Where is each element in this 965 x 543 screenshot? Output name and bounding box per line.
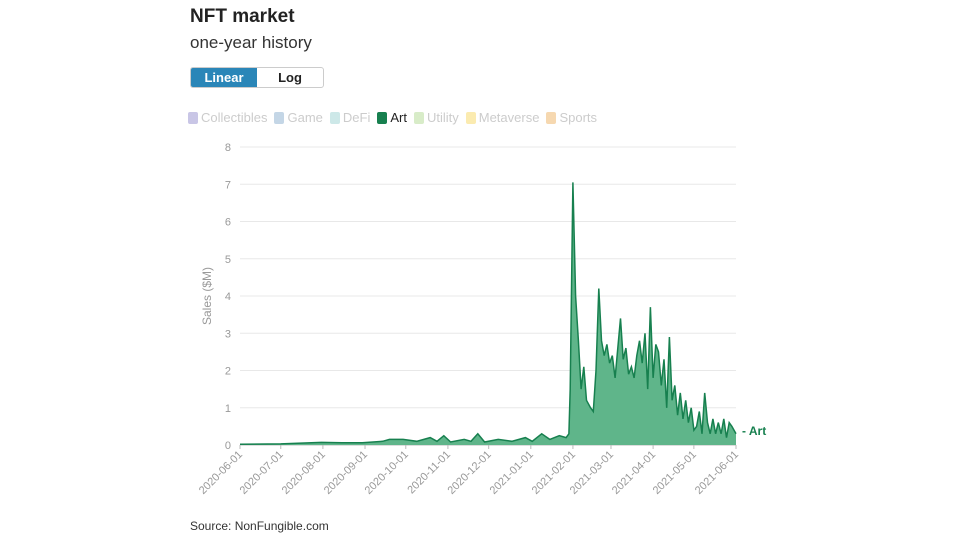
- y-tick-label: 4: [225, 291, 231, 303]
- legend-label: DeFi: [342, 110, 371, 125]
- legend-swatch: [274, 111, 285, 124]
- source-note: Source: NonFungible.com: [190, 519, 329, 533]
- legend-item-utility[interactable]: Utility: [413, 110, 459, 125]
- y-tick-label: 2: [225, 366, 231, 378]
- y-axis-label: Sales ($M): [200, 267, 214, 325]
- legend-item-art[interactable]: Art: [377, 110, 407, 125]
- chart-subtitle: one-year history: [190, 33, 312, 52]
- legend-label: Sports: [559, 110, 598, 125]
- y-tick-label: 8: [225, 142, 231, 154]
- art-area: [240, 182, 736, 445]
- linear-button[interactable]: Linear: [191, 68, 257, 87]
- x-tick-label: 2020-10-01: [363, 449, 411, 497]
- y-tick-label: 6: [225, 217, 231, 229]
- legend-swatch: [413, 111, 424, 124]
- scale-toggle: Linear Log: [190, 67, 324, 88]
- legend-swatch: [188, 111, 198, 124]
- legend-item-game[interactable]: Game: [274, 110, 323, 125]
- y-tick-label: 0: [225, 440, 231, 452]
- legend-item-sports[interactable]: Sports: [546, 110, 597, 125]
- legend: Collectibles Game DeFi Art Utility Metaverse S…: [188, 110, 597, 125]
- legend-item-defi[interactable]: DeFi: [329, 110, 371, 125]
- x-tick-label: 2020-07-01: [238, 449, 286, 497]
- x-tick-label: 2021-05-01: [651, 449, 699, 497]
- y-tick-label: 3: [225, 328, 231, 340]
- x-tick-label: 2020-08-01: [280, 449, 328, 497]
- legend-swatch: [377, 111, 388, 124]
- legend-label: Metaverse: [478, 110, 540, 125]
- x-tick-label: 2021-06-01: [693, 449, 741, 497]
- series-label-art: - Art: [742, 424, 766, 438]
- legend-label: Collectibles: [201, 110, 268, 125]
- x-tick-label: 2020-12-01: [446, 449, 494, 497]
- x-tick-label: 2021-01-01: [488, 449, 536, 497]
- y-tick-label: 1: [225, 403, 231, 415]
- chart-title: NFT market: [190, 6, 295, 27]
- art-line: [239, 182, 737, 446]
- y-tick-label: 7: [225, 179, 231, 191]
- legend-item-metaverse[interactable]: Metaverse: [465, 110, 540, 125]
- log-button[interactable]: Log: [278, 70, 302, 85]
- legend-swatch: [546, 111, 557, 124]
- legend-label: Utility: [426, 110, 459, 125]
- legend-swatch: [465, 111, 476, 124]
- y-tick-label: 5: [225, 254, 231, 266]
- legend-item-collectibles[interactable]: Collectibles: [188, 110, 267, 125]
- legend-label: Art: [390, 110, 407, 125]
- legend-label: Game: [287, 110, 323, 125]
- legend-swatch: [329, 111, 340, 124]
